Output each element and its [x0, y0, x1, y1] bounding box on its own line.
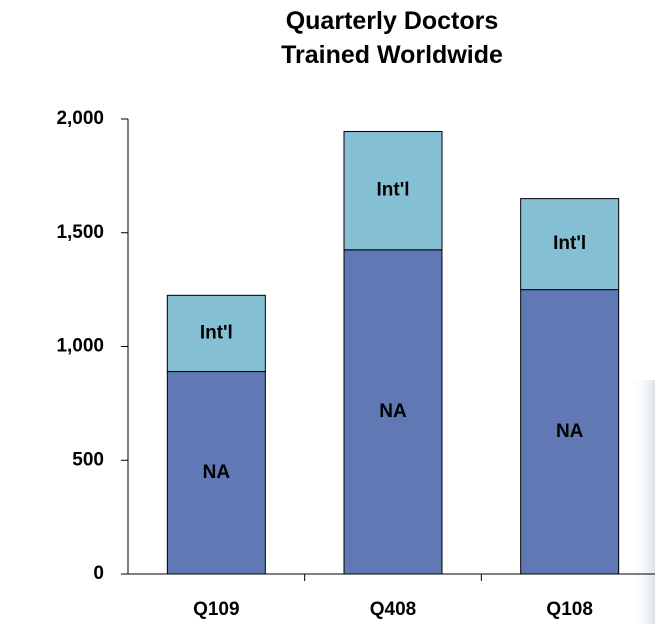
bar-segment [166, 294, 266, 373]
segment-label: NA [556, 421, 584, 442]
bar-segment [166, 371, 266, 575]
y-tick-label: 500 [72, 449, 104, 470]
decoration [630, 380, 655, 624]
y-tick-label: 1,500 [56, 222, 104, 243]
segment-label: Int'l [376, 180, 409, 201]
segment-label: Int'l [553, 233, 586, 254]
y-tick-label: 0 [93, 563, 104, 584]
y-tick-label: 2,000 [56, 108, 104, 129]
segment-label: NA [203, 462, 231, 483]
x-tick-label: Q108 [546, 599, 592, 620]
bar-segment [343, 249, 443, 575]
x-tick-label: Q408 [370, 599, 416, 620]
segment-label: NA [379, 401, 407, 422]
bar-segment [520, 198, 620, 291]
y-tick-label: 1,000 [56, 336, 104, 357]
segment-label: Int'l [200, 322, 233, 343]
x-tick-label: Q109 [193, 599, 239, 620]
bar-segment [520, 289, 620, 575]
bar-segment [343, 131, 443, 251]
chart-title: Quarterly Doctors Trained Worldwide [281, 7, 503, 69]
